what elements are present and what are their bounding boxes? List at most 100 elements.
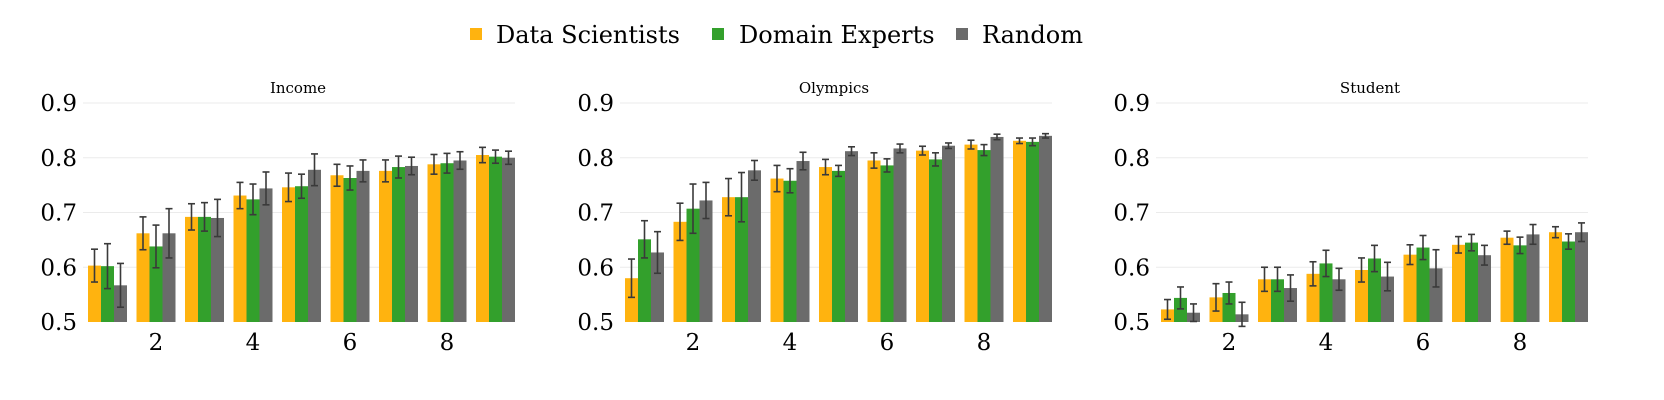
- bar-olympics-data-scientists-7: [916, 150, 929, 322]
- bar-income-data-scientists-8: [427, 164, 441, 322]
- bar-student-data-scientists-8: [1500, 237, 1514, 322]
- bar-income-random-2: [162, 233, 176, 322]
- error-bar-income-random-3: [214, 198, 221, 238]
- error-bar-student-random-1: [1190, 303, 1197, 323]
- error-bar-olympics-data-scientists-2: [676, 202, 684, 242]
- error-bar-income-random-8: [456, 150, 464, 171]
- error-bar-student-random-8: [1529, 223, 1537, 246]
- error-bar-olympics-random-1: [654, 230, 661, 275]
- bar-income-domain-experts-4: [246, 199, 260, 322]
- error-bar-student-domain-experts-6: [1419, 234, 1427, 261]
- error-bar-olympics-data-scientists-4: [773, 164, 781, 193]
- bar-income-domain-experts-9: [489, 156, 502, 322]
- error-bar-student-domain-experts-4: [1322, 249, 1330, 278]
- y-tick-label-student-4: 0.9: [1113, 91, 1150, 117]
- error-bar-olympics-domain-experts-6: [883, 158, 891, 173]
- error-bar-olympics-domain-experts-4: [786, 167, 794, 194]
- bar-olympics-random-5: [845, 151, 858, 322]
- bar-olympics-random-4: [796, 161, 810, 322]
- error-bar-student-domain-experts-5: [1371, 244, 1378, 273]
- error-bar-student-random-4: [1335, 267, 1343, 292]
- error-bar-olympics-data-scientists-1: [628, 258, 635, 299]
- error-bar-olympics-domain-experts-7: [932, 152, 939, 167]
- y-tick-label-olympics-0: 0.5: [577, 310, 614, 336]
- error-bar-olympics-data-scientists-5: [822, 158, 829, 176]
- bar-olympics-data-scientists-1: [625, 278, 638, 322]
- bar-income-random-6: [356, 170, 370, 322]
- bar-student-random-3: [1284, 288, 1297, 322]
- error-bar-olympics-random-5: [848, 146, 855, 157]
- bar-student-domain-experts-6: [1416, 247, 1430, 322]
- error-bar-olympics-random-8: [993, 133, 1001, 141]
- legend-label-random: Random: [982, 21, 1083, 49]
- y-tick-label-income-0: 0.5: [40, 310, 77, 336]
- bar-income-domain-experts-6: [343, 178, 357, 322]
- bar-income-data-scientists-7: [379, 170, 392, 322]
- error-bar-olympics-data-scientists-9: [1016, 137, 1023, 145]
- y-tick-label-income-4: 0.9: [40, 91, 77, 117]
- bar-olympics-random-9: [1039, 135, 1052, 322]
- error-bar-student-random-5: [1384, 261, 1391, 292]
- x-tick-label-student-3: 8: [1513, 330, 1528, 356]
- error-bar-student-data-scientists-2: [1212, 282, 1220, 312]
- error-bar-olympics-domain-experts-5: [835, 164, 842, 178]
- bar-olympics-random-3: [748, 170, 761, 322]
- legend-swatch-random: [956, 28, 968, 40]
- panel-olympics: Olympics 0.5 0.6 0.7 0.8 0.9 2 4 6 8: [577, 79, 1052, 356]
- error-bar-olympics-random-4: [799, 151, 807, 171]
- bar-olympics-domain-experts-7: [929, 159, 942, 322]
- panel-income: Income 0.5 0.6 0.7 0.8 0.9 2 4 6 8: [40, 79, 515, 356]
- error-bar-income-random-7: [408, 156, 415, 176]
- bar-student-random-6: [1429, 268, 1443, 322]
- legend-label-domain-experts: Domain Experts: [739, 21, 935, 49]
- error-bar-income-data-scientists-7: [382, 159, 389, 183]
- error-bar-olympics-data-scientists-7: [919, 145, 926, 156]
- error-bar-olympics-random-3: [751, 159, 758, 181]
- bar-income-data-scientists-6: [330, 175, 344, 322]
- x-tick-label-income-2: 6: [343, 330, 358, 356]
- y-tick-label-student-1: 0.6: [1113, 255, 1150, 281]
- bar-student-domain-experts-1: [1174, 297, 1187, 322]
- y-tick-label-income-3: 0.8: [40, 146, 77, 172]
- error-bar-student-random-7: [1481, 244, 1488, 266]
- bar-student-domain-experts-8: [1513, 245, 1527, 322]
- error-bar-student-data-scientists-8: [1503, 230, 1511, 246]
- error-bar-income-domain-experts-1: [104, 242, 111, 290]
- error-bar-income-data-scientists-2: [139, 216, 147, 251]
- bar-student-random-7: [1478, 255, 1491, 322]
- panel-title-income: Income: [270, 79, 326, 97]
- bar-income-domain-experts-3: [198, 216, 211, 322]
- bar-olympics-domain-experts-4: [783, 180, 797, 322]
- bar-student-domain-experts-5: [1368, 258, 1381, 322]
- error-bar-income-domain-experts-9: [492, 149, 499, 165]
- legend-label-data-scientists: Data Scientists: [496, 21, 680, 49]
- error-bar-student-domain-experts-8: [1516, 236, 1524, 255]
- bar-olympics-data-scientists-9: [1013, 140, 1026, 322]
- x-tick-label-income-3: 8: [440, 330, 455, 356]
- error-bar-income-random-6: [359, 159, 367, 183]
- bar-income-data-scientists-1: [88, 265, 101, 322]
- x-tick-label-student-1: 4: [1319, 330, 1334, 356]
- bar-olympics-domain-experts-3: [735, 197, 748, 322]
- bar-income-data-scientists-4: [233, 195, 247, 322]
- panel-title-olympics: Olympics: [799, 79, 869, 97]
- error-bar-income-random-9: [505, 150, 512, 166]
- bar-student-data-scientists-5: [1355, 269, 1368, 322]
- bar-student-domain-experts-9: [1562, 241, 1575, 322]
- bar-student-random-5: [1381, 276, 1394, 322]
- bar-income-random-7: [405, 165, 418, 322]
- x-tick-label-student-0: 2: [1222, 330, 1237, 356]
- bar-income-random-9: [502, 157, 515, 322]
- bar-olympics-domain-experts-9: [1026, 141, 1039, 322]
- error-bar-income-random-5: [311, 153, 318, 187]
- error-bar-olympics-domain-experts-8: [980, 143, 988, 157]
- bar-income-data-scientists-2: [136, 233, 150, 322]
- bar-student-random-8: [1526, 234, 1540, 322]
- bar-student-data-scientists-6: [1403, 254, 1417, 322]
- x-tick-label-olympics-0: 2: [686, 330, 701, 356]
- bar-student-random-9: [1575, 232, 1588, 322]
- legend-item-random: Random: [956, 21, 1083, 49]
- bar-income-data-scientists-5: [282, 187, 295, 322]
- error-bar-olympics-random-7: [945, 142, 952, 150]
